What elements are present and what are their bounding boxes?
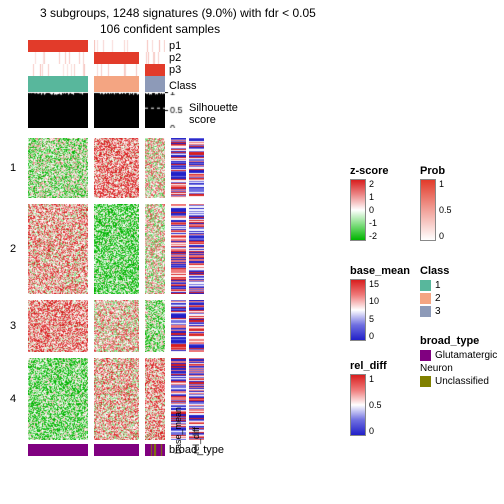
track-silhouette-g1 [94,92,139,128]
track-label: p3 [169,64,181,76]
legend-tick: 2 [369,179,377,189]
legend-tick: 0 [439,231,452,241]
broad-type-g1 [94,444,139,456]
track-class-g2 [145,76,165,92]
legend-title: Class [420,265,449,277]
legend-tick: 0 [369,426,382,436]
row-group-label: 3 [10,320,16,332]
legend-basemean: base_mean 15 10 5 0 [350,265,410,343]
legend-tick: -2 [369,231,377,241]
legend-tick: 0 [369,331,379,341]
legend-item: Unclassified [420,375,504,388]
legend-prob: Prob 1 0.5 0 [420,165,452,243]
track-silhouette-g2 [145,92,165,128]
heatmap-r2-c1 [94,300,139,352]
heatmap-r1-c1 [94,204,139,294]
legend-tick: 0.5 [369,400,382,410]
legend-broad: broad_type Glutamatergic NeuronUnclassifi… [420,335,504,388]
legend-tick: -1 [369,218,377,228]
track-label: Silhouette score [189,102,238,126]
legend-tick: 0 [369,205,377,215]
sidecol-0-r0 [171,138,186,198]
legend-tick: 10 [369,296,379,306]
legend-swatch [420,293,431,304]
broad-type-label: broad_type [169,444,224,456]
row-group-label: 2 [10,243,16,255]
track-label: p1 [169,40,181,52]
broad-type-g2 [145,444,165,456]
heatmap-r2-c2 [145,300,165,352]
heatmap-r0-c2 [145,138,165,198]
legend-swatch [420,376,431,387]
track-p3-g0 [28,64,88,76]
sidecol-0-r1 [171,204,186,294]
heatmap-r3-c0 [28,358,88,440]
legend-tick: 1 [369,192,377,202]
track-p2-g1 [94,52,139,64]
track-p1-g1 [94,40,139,52]
silhouette-axis [165,92,187,128]
sidecol-1-r0 [189,138,204,198]
track-class-g1 [94,76,139,92]
track-p1-g0 [28,40,88,52]
legend-tick: 15 [369,279,379,289]
heatmap-r1-c0 [28,204,88,294]
heatmap-r3-c1 [94,358,139,440]
legend-swatch [420,280,431,291]
legend-title: broad_type [420,335,504,347]
legend-swatch [420,306,431,317]
track-class-g0 [28,76,88,92]
legend-title: Prob [420,165,452,177]
legend-gradient [350,179,366,241]
sidecol-0-r2 [171,300,186,352]
legend-title: base_mean [350,265,410,277]
track-p3-g1 [94,64,139,76]
legend-gradient [420,179,436,241]
legend-swatch [420,350,431,361]
row-group-label: 4 [10,393,16,405]
broad-type-g0 [28,444,88,456]
legend-title: z-score [350,165,389,177]
legend-title: rel_diff [350,360,387,372]
legend-item: 1 [420,279,449,292]
track-p2-g2 [145,52,165,64]
row-group-label: 1 [10,162,16,174]
legend-gradient [350,279,366,341]
legend-item: 2 [420,292,449,305]
legend-tick: 5 [369,314,379,324]
legend-tick: 0.5 [439,205,452,215]
legend-zscore: z-score 2 1 0 -1 -2 [350,165,389,243]
track-silhouette-g0 [28,92,88,128]
figure-subtitle: 106 confident samples [100,22,220,36]
track-p2-g0 [28,52,88,64]
figure-title: 3 subgroups, 1248 signatures (9.0%) with… [40,6,316,20]
legend-class: Class 123 [420,265,449,318]
track-p1-g2 [145,40,165,52]
heatmap-r1-c2 [145,204,165,294]
legend-item: 3 [420,305,449,318]
sidecol-1-r2 [189,300,204,352]
figure: 3 subgroups, 1248 signatures (9.0%) with… [0,0,504,504]
legend-tick: 1 [439,179,452,189]
legend-item: Glutamatergic Neuron [420,349,504,375]
sidecol-1-r1 [189,204,204,294]
legend-gradient [350,374,366,436]
legend-reldiff: rel_diff 1 0.5 0 [350,360,387,438]
track-label: p2 [169,52,181,64]
track-label: Class [169,80,197,92]
heatmap-r2-c0 [28,300,88,352]
legend-tick: 1 [369,374,382,384]
track-p3-g2 [145,64,165,76]
heatmap-r0-c0 [28,138,88,198]
heatmap-r3-c2 [145,358,165,440]
heatmap-r0-c1 [94,138,139,198]
